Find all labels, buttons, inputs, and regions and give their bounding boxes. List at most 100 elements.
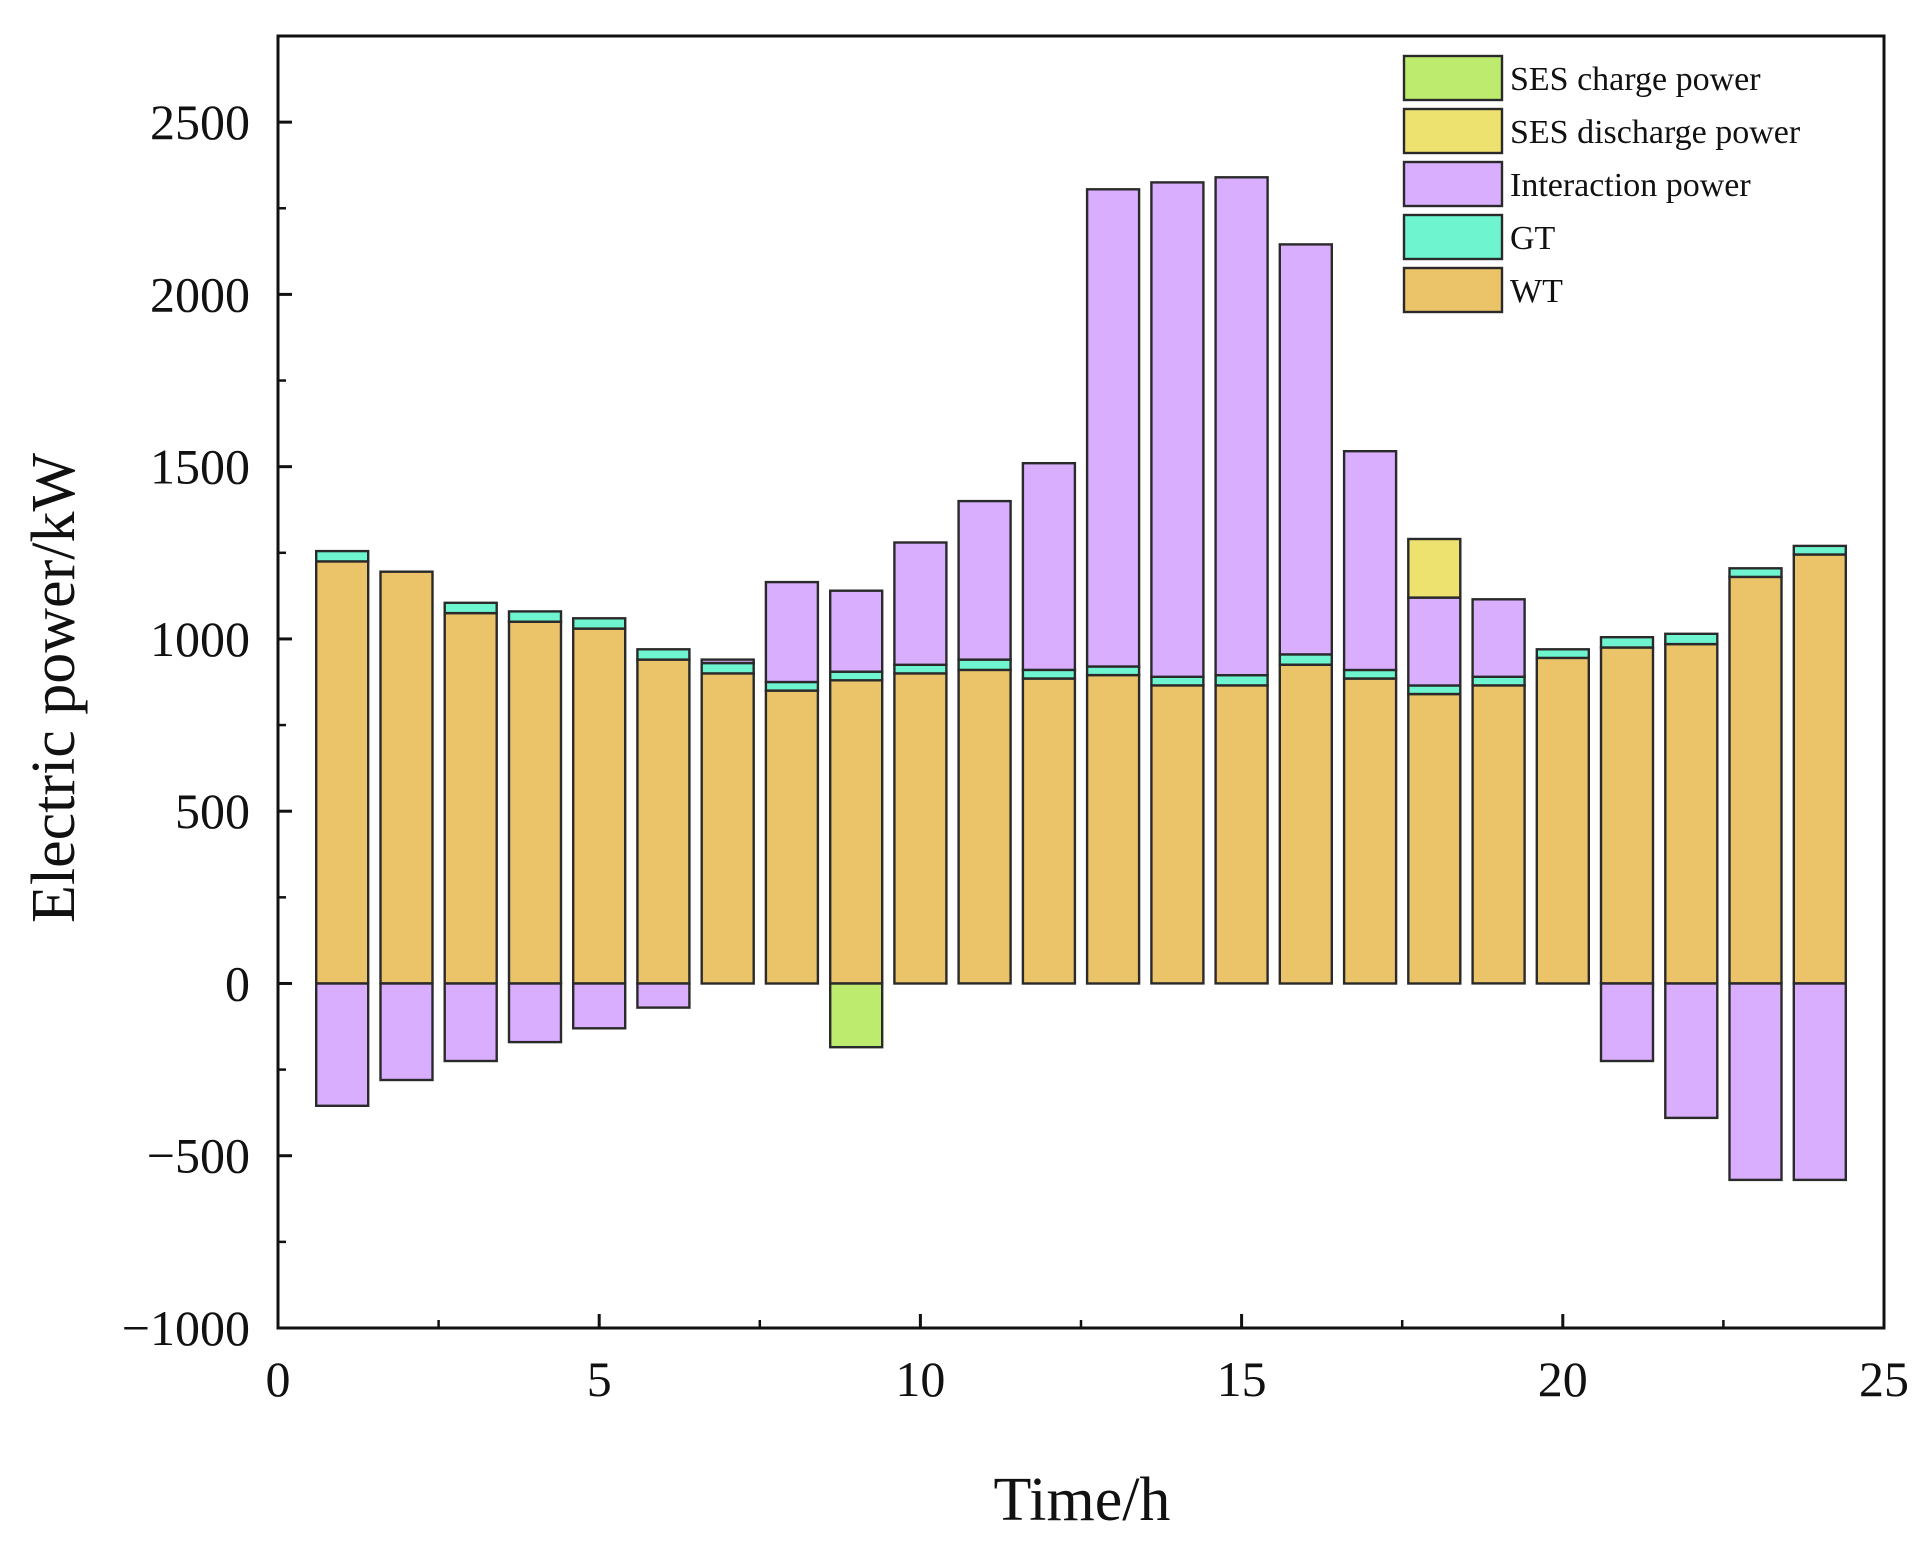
legend: SES charge power SES discharge power Inter…: [1402, 54, 1801, 314]
x-axis-title: Time/h: [994, 1466, 1171, 1534]
bar-gt-t14: [1150, 675, 1205, 687]
bar-wt-t1: [315, 560, 370, 985]
bar-wt-t11: [957, 668, 1012, 985]
bar-wt-t12: [1021, 677, 1077, 985]
x-tick-label: 20: [1538, 1351, 1588, 1407]
bar-interaction-power-t17: [1342, 450, 1398, 672]
bar-gt-t15: [1214, 673, 1269, 687]
x-tick-label: 15: [1217, 1351, 1267, 1407]
legend-label: Interaction power: [1510, 167, 1751, 204]
bar-interaction-power-t19: [1471, 598, 1526, 678]
bar-gt-t7: [700, 661, 755, 675]
bar-interaction-power-t9: [829, 589, 884, 673]
bar-interaction-power-t24: [1792, 982, 1848, 1182]
y-tick-label: −1000: [122, 1300, 250, 1356]
legend-swatch-interaction-power: [1402, 160, 1504, 208]
legend-label: WT: [1510, 273, 1563, 310]
bar-interaction-power-t6: [636, 982, 691, 1009]
bar-interaction-power-t3: [443, 982, 498, 1063]
bar-wt-t2: [379, 570, 434, 985]
legend-label: GT: [1510, 220, 1556, 257]
bar-wt-t9: [829, 679, 884, 985]
bar-wt-t5: [572, 627, 627, 985]
legend-swatch-ses-charge-power: [1402, 54, 1504, 102]
bar-wt-t8: [764, 689, 820, 985]
bar-interaction-power-t23: [1728, 982, 1783, 1182]
bar-gt-t19: [1471, 675, 1526, 687]
bar-wt-t17: [1342, 677, 1398, 985]
legend-swatch-wt: [1402, 266, 1504, 314]
bar-wt-t18: [1407, 692, 1462, 985]
bar-wt-t7: [700, 672, 755, 985]
bar-wt-t14: [1150, 684, 1205, 985]
bar-interaction-power-t21: [1599, 982, 1655, 1063]
legend-swatch-ses-discharge-power: [1402, 107, 1504, 155]
bar-ses-charge-power-t9: [829, 982, 884, 1049]
bar-interaction-power-t7: [700, 658, 755, 665]
bar-interaction-power-t13: [1085, 188, 1141, 668]
y-tick-label: 0: [225, 955, 250, 1011]
bar-interaction-power-t4: [507, 982, 563, 1044]
bar-gt-t3: [443, 601, 498, 615]
y-tick-label: 1500: [150, 439, 250, 495]
bar-wt-t20: [1535, 656, 1591, 985]
bar-wt-t4: [507, 620, 563, 985]
y-axis-title: Electric power/kW: [20, 453, 88, 923]
bar-gt-t21: [1599, 636, 1655, 649]
bar-wt-t24: [1792, 553, 1848, 985]
bar-interaction-power-t5: [572, 982, 627, 1030]
bar-gt-t13: [1085, 665, 1141, 677]
bar-gt-t8: [764, 680, 820, 692]
bar-wt-t22: [1664, 642, 1719, 985]
bar-gt-t9: [829, 670, 884, 682]
bar-gt-t10: [893, 663, 948, 675]
bar-wt-t6: [636, 658, 691, 985]
bar-gt-t22: [1664, 632, 1719, 646]
legend-label: SES charge power: [1510, 61, 1761, 98]
y-tick-label: 2500: [150, 94, 250, 150]
bar-gt-t24: [1792, 544, 1848, 556]
bar-gt-t12: [1021, 668, 1077, 680]
y-tick-label: 2000: [150, 266, 250, 322]
bar-gt-t23: [1728, 567, 1783, 579]
bar-wt-t3: [443, 611, 498, 985]
bar-gt-t1: [315, 549, 370, 563]
legend-swatch-gt: [1402, 213, 1504, 261]
bar-interaction-power-t18: [1407, 596, 1462, 687]
axes: −1000 −500 0 500 1000 1500 2000 2500 0 5 10 15 20 25: [122, 34, 1909, 1407]
bar-wt-t10: [893, 672, 948, 985]
bar-wt-t15: [1214, 684, 1269, 985]
x-tick-label: 5: [587, 1351, 612, 1407]
legend-label: SES discharge power: [1510, 114, 1801, 151]
y-tick-label: −500: [147, 1128, 250, 1184]
bar-wt-t19: [1471, 684, 1526, 985]
x-tick-label: 10: [895, 1351, 945, 1407]
y-tick-label: 500: [175, 783, 250, 839]
bar-wt-t21: [1599, 646, 1655, 985]
bar-ses-discharge-power-t18: [1407, 537, 1462, 599]
bar-gt-t20: [1535, 648, 1591, 660]
bar-interaction-power-t15: [1214, 176, 1269, 677]
bar-wt-t16: [1278, 663, 1334, 985]
bar-interaction-power-t16: [1278, 243, 1334, 656]
bar-interaction-power-t8: [764, 580, 820, 684]
bar-wt-t23: [1728, 575, 1783, 985]
bar-gt-t5: [572, 617, 627, 630]
y-tick-label: 1000: [150, 611, 250, 667]
bar-interaction-power-t11: [957, 499, 1012, 661]
bar-interaction-power-t12: [1021, 462, 1077, 672]
x-tick-label: 0: [266, 1351, 291, 1407]
bars: [315, 176, 1848, 1182]
bar-gt-t11: [957, 658, 1012, 672]
bar-interaction-power-t14: [1150, 181, 1205, 678]
bar-interaction-power-t2: [379, 982, 434, 1082]
bar-interaction-power-t22: [1664, 982, 1719, 1120]
bar-gt-t16: [1278, 653, 1334, 666]
x-tick-label: 25: [1859, 1351, 1909, 1407]
bar-gt-t4: [507, 610, 563, 623]
bar-wt-t13: [1085, 673, 1141, 985]
bar-interaction-power-t10: [893, 541, 948, 667]
bar-gt-t6: [636, 648, 691, 661]
bar-interaction-power-t1: [315, 982, 370, 1108]
